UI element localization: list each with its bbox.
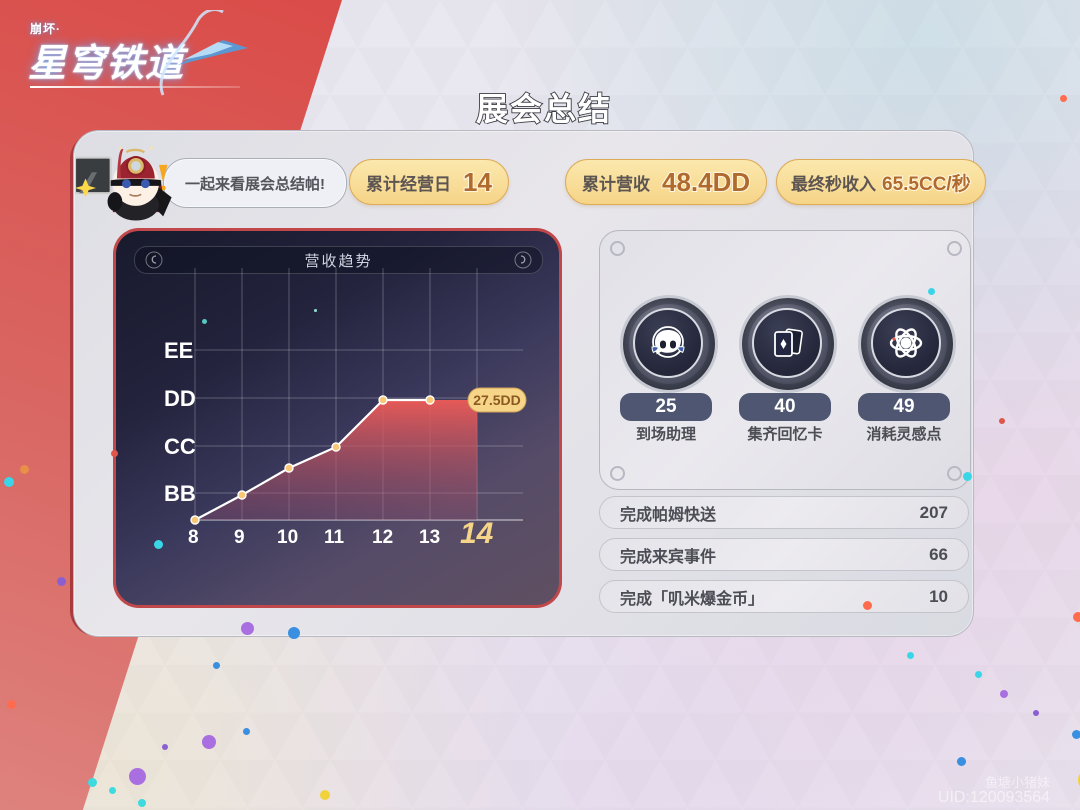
svg-text:27.5DD: 27.5DD (473, 392, 520, 408)
